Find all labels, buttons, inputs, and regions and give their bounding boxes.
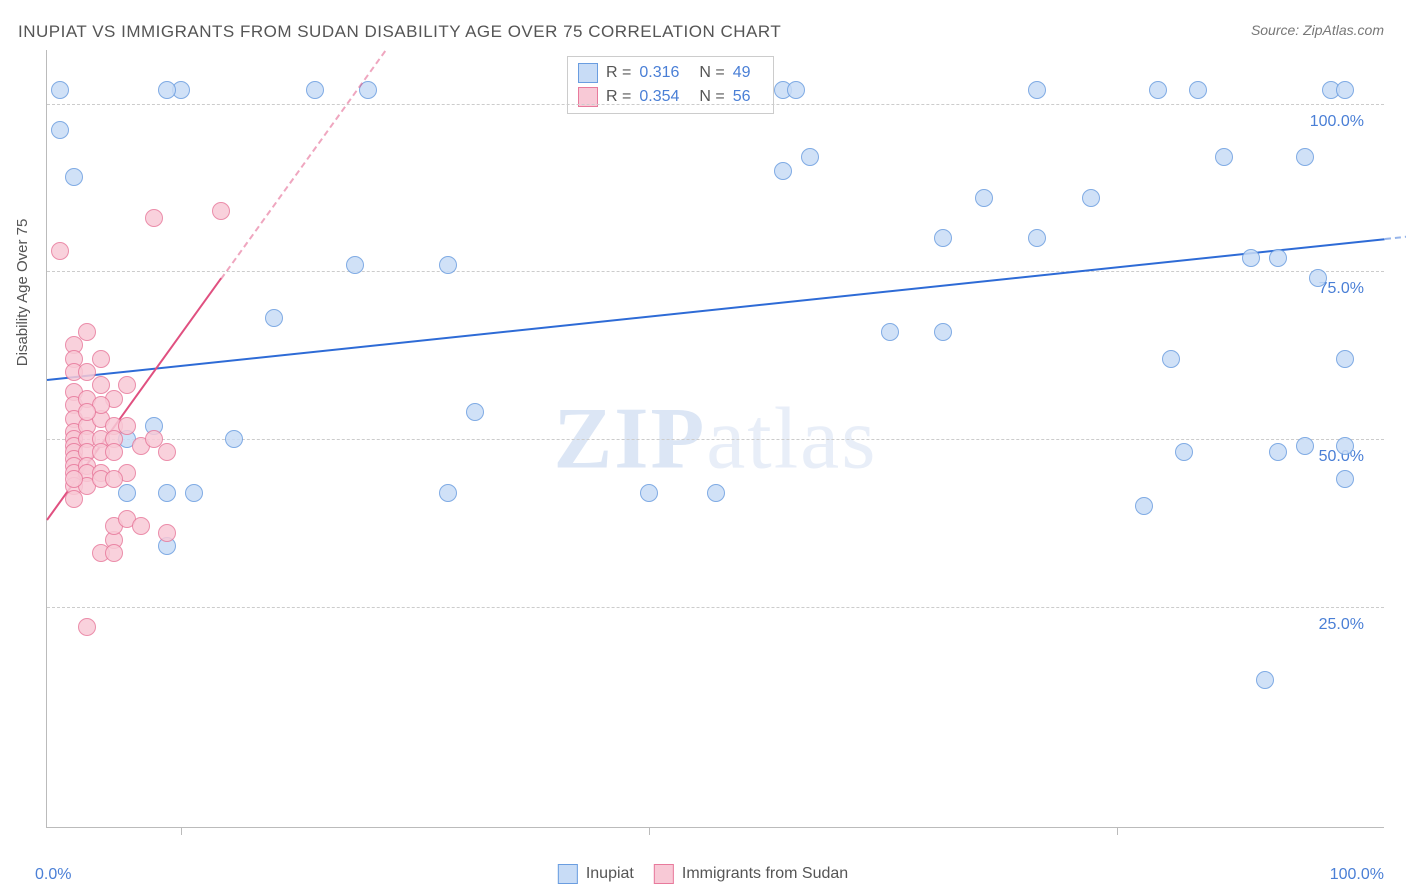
data-point <box>225 430 243 448</box>
data-point <box>439 484 457 502</box>
data-point <box>65 470 83 488</box>
data-point <box>105 544 123 562</box>
data-point <box>1135 497 1153 515</box>
data-point <box>439 256 457 274</box>
data-point <box>51 121 69 139</box>
data-point <box>1242 249 1260 267</box>
chart-container: INUPIAT VS IMMIGRANTS FROM SUDAN DISABIL… <box>0 0 1406 892</box>
data-point <box>1028 81 1046 99</box>
x-tick <box>181 827 182 835</box>
data-point <box>65 490 83 508</box>
data-point <box>1336 437 1354 455</box>
data-point <box>1149 81 1167 99</box>
data-point <box>934 323 952 341</box>
data-point <box>92 350 110 368</box>
x-axis-max-label: 100.0% <box>1330 866 1384 884</box>
data-point <box>1269 249 1287 267</box>
data-point <box>881 323 899 341</box>
n-value-inupiat: 49 <box>733 64 751 82</box>
gridline <box>47 104 1384 105</box>
data-point <box>306 81 324 99</box>
legend-item-sudan: Immigrants from Sudan <box>654 864 848 884</box>
data-point <box>1256 671 1274 689</box>
data-point <box>1175 443 1193 461</box>
data-point <box>975 189 993 207</box>
data-point <box>1162 350 1180 368</box>
legend-item-inupiat: Inupiat <box>558 864 634 884</box>
data-point <box>158 524 176 542</box>
legend-label-sudan: Immigrants from Sudan <box>682 865 848 883</box>
x-axis-min-label: 0.0% <box>35 866 71 884</box>
data-point <box>707 484 725 502</box>
y-axis-title: Disability Age Over 75 <box>14 219 31 367</box>
trend-line <box>47 238 1385 381</box>
r-label: R = <box>606 64 631 82</box>
gridline <box>47 607 1384 608</box>
stats-row-inupiat: R = 0.316 N = 49 <box>578 61 763 85</box>
data-point <box>118 484 136 502</box>
data-point <box>105 443 123 461</box>
data-point <box>346 256 364 274</box>
data-point <box>212 202 230 220</box>
data-point <box>1309 269 1327 287</box>
r-value-inupiat: 0.316 <box>639 64 679 82</box>
swatch-inupiat <box>578 63 598 83</box>
data-point <box>466 403 484 421</box>
data-point <box>640 484 658 502</box>
data-point <box>1082 189 1100 207</box>
data-point <box>1296 148 1314 166</box>
legend-swatch-sudan <box>654 864 674 884</box>
x-tick <box>649 827 650 835</box>
data-point <box>265 309 283 327</box>
gridline <box>47 271 1384 272</box>
data-point <box>774 162 792 180</box>
data-point <box>1028 229 1046 247</box>
data-point <box>158 484 176 502</box>
data-point <box>934 229 952 247</box>
x-tick <box>1117 827 1118 835</box>
data-point <box>118 417 136 435</box>
data-point <box>185 484 203 502</box>
data-point <box>1296 437 1314 455</box>
data-point <box>1189 81 1207 99</box>
gridline <box>47 439 1384 440</box>
data-point <box>1215 148 1233 166</box>
series-legend: Inupiat Immigrants from Sudan <box>558 864 848 884</box>
data-point <box>1269 443 1287 461</box>
data-point <box>78 403 96 421</box>
data-point <box>118 376 136 394</box>
data-point <box>51 242 69 260</box>
data-point <box>787 81 805 99</box>
source-attribution: Source: ZipAtlas.com <box>1251 22 1384 38</box>
data-point <box>1336 350 1354 368</box>
data-point <box>1336 81 1354 99</box>
legend-label-inupiat: Inupiat <box>586 865 634 883</box>
data-point <box>51 81 69 99</box>
data-point <box>132 517 150 535</box>
plot-area: ZIPatlas R = 0.316 N = 49 R = 0.354 N = … <box>46 50 1384 828</box>
data-point <box>78 323 96 341</box>
data-point <box>78 618 96 636</box>
data-point <box>65 168 83 186</box>
stats-legend: R = 0.316 N = 49 R = 0.354 N = 56 <box>567 56 774 114</box>
trend-line-extension <box>1385 50 1406 240</box>
n-label: N = <box>699 64 724 82</box>
y-tick-label: 100.0% <box>1310 113 1364 131</box>
chart-title: INUPIAT VS IMMIGRANTS FROM SUDAN DISABIL… <box>18 22 781 42</box>
legend-swatch-inupiat <box>558 864 578 884</box>
data-point <box>145 209 163 227</box>
data-point <box>1336 470 1354 488</box>
data-point <box>158 81 176 99</box>
data-point <box>105 470 123 488</box>
y-tick-label: 25.0% <box>1319 616 1364 634</box>
data-point <box>801 148 819 166</box>
data-point <box>158 443 176 461</box>
stats-row-sudan: R = 0.354 N = 56 <box>578 85 763 109</box>
trend-line-extension <box>220 50 386 279</box>
